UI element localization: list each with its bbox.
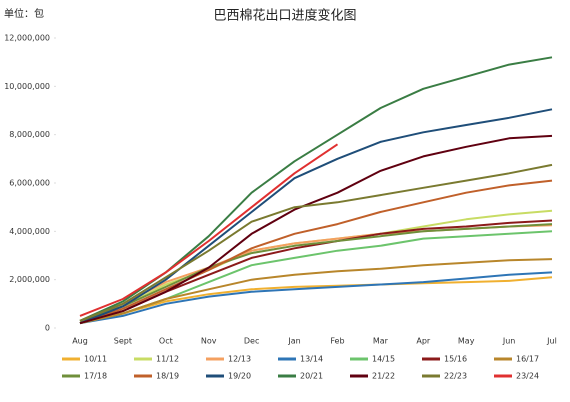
legend-label: 18/19 xyxy=(156,372,179,381)
legend-label: 22/23 xyxy=(444,372,467,381)
x-tick-label: May xyxy=(458,337,475,346)
y-tick-label: 4,000,000 xyxy=(9,227,50,236)
series-line xyxy=(79,143,339,317)
series-line xyxy=(79,223,553,322)
y-tick-label: 8,000,000 xyxy=(9,130,50,139)
legend-label: 17/18 xyxy=(84,372,107,381)
legend-label: 12/13 xyxy=(228,355,251,364)
legend-label: 19/20 xyxy=(228,372,251,381)
y-unit: 单位：包 xyxy=(4,7,44,20)
y-tick-label: 12,000,000 xyxy=(4,34,50,43)
x-tick-label: Feb xyxy=(330,337,344,346)
legend-label: 20/21 xyxy=(300,372,323,381)
x-tick-label: Dec xyxy=(244,337,259,346)
y-tick-label: 2,000,000 xyxy=(9,275,50,284)
legend-label: 11/12 xyxy=(156,355,179,364)
series-line xyxy=(79,271,553,325)
x-tick-label: Nov xyxy=(201,337,217,346)
series-line xyxy=(79,179,553,325)
y-tick-label: 0 xyxy=(45,324,50,333)
legend-label: 21/22 xyxy=(372,372,395,381)
legend-label: 23/24 xyxy=(516,372,539,381)
x-tick-label: Jan xyxy=(287,337,300,346)
x-tick-label: Oct xyxy=(159,337,173,346)
y-tick-label: 6,000,000 xyxy=(9,179,50,188)
legend-label: 13/14 xyxy=(300,355,323,364)
series-line xyxy=(79,258,553,325)
legend-label: 14/15 xyxy=(372,355,395,364)
legend-label: 16/17 xyxy=(516,355,539,364)
series-line xyxy=(79,134,553,325)
series-line xyxy=(79,276,553,325)
y-tick-label: 10,000,000 xyxy=(4,82,50,91)
x-tick-label: Jul xyxy=(546,337,557,346)
x-tick-label: Jun xyxy=(502,337,516,346)
x-tick-label: Apr xyxy=(416,337,431,346)
legend-label: 15/16 xyxy=(444,355,467,364)
x-tick-label: Aug xyxy=(72,337,88,346)
legend-label: 10/11 xyxy=(84,355,107,364)
chart-title: 巴西棉花出口进度变化图 xyxy=(213,8,356,24)
series-line xyxy=(79,163,553,322)
x-tick-label: Sept xyxy=(114,337,132,346)
series-line xyxy=(79,108,553,325)
x-tick-label: Mar xyxy=(373,337,389,346)
